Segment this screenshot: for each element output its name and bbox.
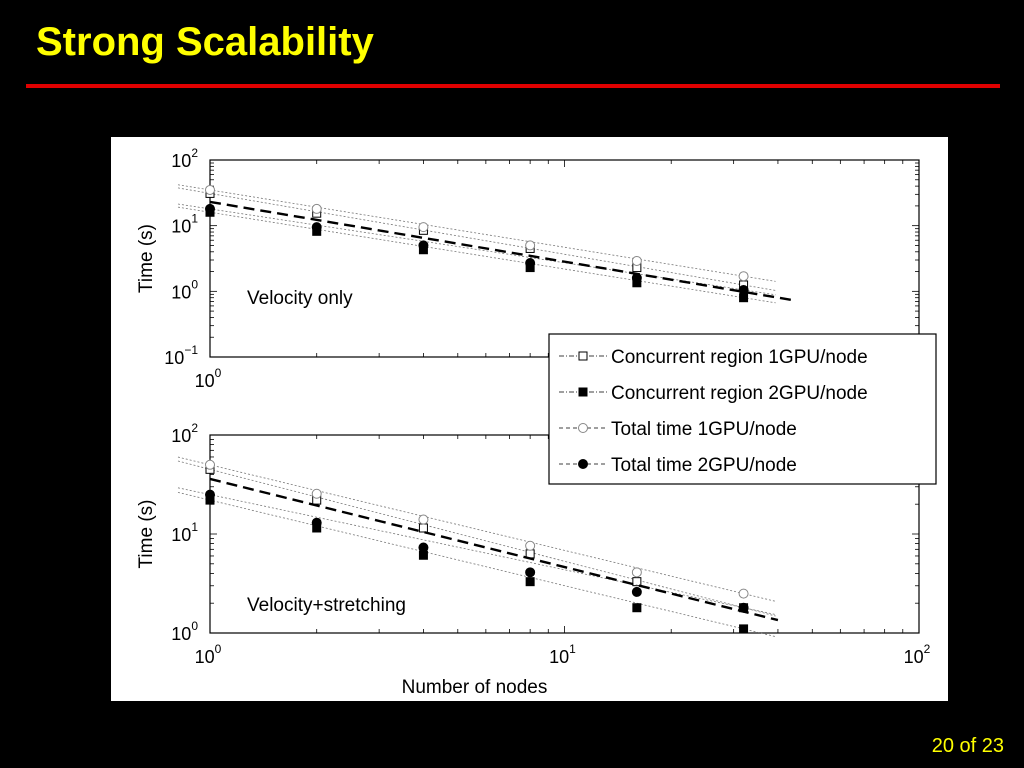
data-point (525, 567, 536, 578)
figure-panel: 10−1100101102100101102Time (s)Velocity o… (111, 137, 948, 701)
legend-marker (578, 387, 588, 397)
legend-label: Concurrent region 1GPU/node (611, 347, 868, 368)
data-point (631, 567, 642, 578)
x-axis-label: Number of nodes (402, 677, 548, 698)
data-point (418, 222, 429, 233)
panel-label: Velocity only (247, 288, 353, 309)
data-point (205, 203, 215, 214)
series-4 (177, 203, 776, 296)
data-point (418, 514, 429, 525)
legend-box (548, 333, 937, 485)
data-point (525, 540, 536, 551)
legend-marker (578, 351, 588, 361)
y-tick-label: 101 (171, 212, 198, 237)
legend-entry: Total time 1GPU/node (559, 419, 797, 440)
slide-title: Strong Scalability (36, 20, 374, 64)
axis-ticks (209, 160, 919, 358)
series-line (177, 187, 776, 291)
legend-label: Total time 1GPU/node (611, 419, 797, 440)
series-3 (177, 456, 776, 602)
title-rule (26, 84, 1000, 88)
y-tick-label: 10−1 (164, 343, 198, 368)
reference-line (209, 477, 779, 622)
x-tick-label: 102 (904, 642, 931, 667)
legend-entry: Concurrent region 1GPU/node (559, 347, 868, 368)
series-line (177, 203, 776, 296)
data-point (205, 489, 215, 500)
legend-entry: Concurrent region 2GPU/node (559, 383, 868, 404)
data-point (525, 240, 536, 251)
data-point (418, 523, 428, 533)
legend-label: Concurrent region 2GPU/node (611, 383, 868, 404)
data-point (311, 517, 322, 528)
series-line (177, 206, 776, 304)
y-tick-label: 101 (171, 520, 198, 545)
data-point (311, 203, 322, 214)
scalability-figure: 10−1100101102100101102Time (s)Velocity o… (136, 146, 937, 698)
series-line (177, 487, 776, 615)
legend-entry: Total time 2GPU/node (559, 455, 797, 476)
panel-label: Velocity+stretching (247, 595, 406, 616)
legend-marker (578, 459, 588, 469)
x-tick-label: 100 (195, 642, 222, 667)
data-point (738, 588, 749, 599)
series-line (177, 491, 776, 638)
data-point (738, 271, 749, 282)
data-point (631, 586, 642, 597)
data-point (525, 258, 536, 269)
data-point (205, 459, 215, 470)
data-point (631, 255, 642, 266)
series-3 (177, 184, 776, 282)
series-line (177, 456, 776, 602)
y-tick-label: 100 (171, 277, 198, 302)
y-tick-label: 100 (171, 619, 198, 644)
y-tick-label: 102 (171, 421, 198, 446)
y-tick-label: 102 (171, 146, 198, 171)
reference-line (209, 200, 797, 302)
data-point (632, 577, 642, 587)
series-line (177, 184, 776, 282)
series-1 (177, 187, 776, 291)
data-point (311, 222, 322, 233)
series-line (177, 460, 776, 617)
chart-panel-2: 100 101 102 100 101 102 Time (s) Number of node… (136, 421, 931, 698)
legend-marker (578, 423, 588, 433)
data-point (205, 184, 215, 195)
y-axis-label: Time (s) (136, 500, 157, 569)
data-point (418, 542, 429, 553)
legend-label: Total time 2GPU/node (611, 455, 797, 476)
data-point (739, 624, 749, 634)
data-point (632, 603, 642, 613)
data-point (525, 577, 535, 587)
data-point (311, 488, 322, 499)
page-number: 20 of 23 (931, 735, 1004, 757)
plot-frame (209, 159, 920, 358)
data-point (418, 240, 429, 251)
x-tick-label: 100 (195, 366, 222, 391)
y-axis-label: Time (s) (136, 224, 157, 293)
series-4 (177, 487, 776, 615)
chart-legend: Concurrent region 1GPU/node Concurrent re… (548, 333, 937, 485)
x-tick-label: 101 (549, 642, 576, 667)
